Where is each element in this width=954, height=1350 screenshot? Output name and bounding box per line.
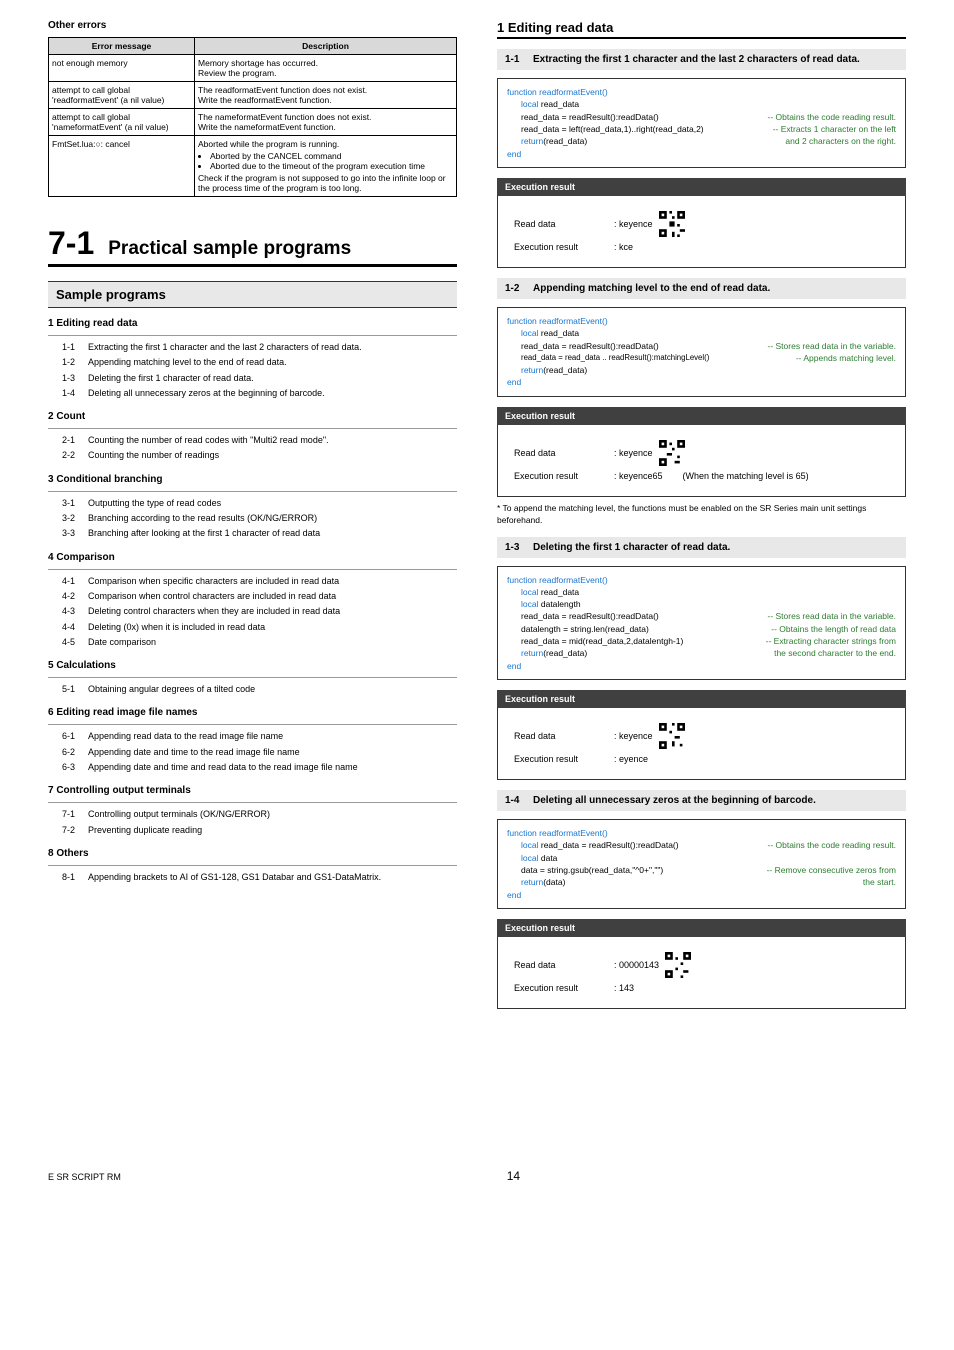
- sample-programs-heading: Sample programs: [48, 281, 457, 308]
- page-number: 14: [507, 1169, 520, 1183]
- toc-item: 2-2Counting the number of readings: [62, 448, 457, 463]
- toc-category: 1 Editing read data: [48, 318, 457, 329]
- toc-item: 3-2Branching according to the read resul…: [62, 511, 457, 526]
- toc-item: 6-3Appending date and time and read data…: [62, 760, 457, 775]
- toc-item: 8-1Appending brackets to AI of GS1-128, …: [62, 870, 457, 885]
- sub-1-4: 1-4Deleting all unnecessary zeros at the…: [497, 790, 906, 811]
- toc-item: 1-4Deleting all unnecessary zeros at the…: [62, 386, 457, 401]
- exec-hdr-1-1: Execution result: [497, 178, 906, 196]
- error-table: Error message Description not enough mem…: [48, 37, 457, 197]
- code-1-1: function readformatEvent() local read_da…: [497, 78, 906, 168]
- page-footer: E SR SCRIPT RM 14: [48, 1169, 906, 1183]
- toc-category: 6 Editing read image file names: [48, 707, 457, 718]
- toc-item: 4-2Comparison when control characters ar…: [62, 589, 457, 604]
- qr-icon: [659, 723, 685, 749]
- qr-icon: [659, 440, 685, 466]
- toc-item: 4-3Deleting control characters when they…: [62, 604, 457, 619]
- chapter-title: Practical sample programs: [108, 238, 351, 260]
- toc-item: 4-4Deleting (0x) when it is included in …: [62, 620, 457, 635]
- table-row: FmtSet.lua:○: cancel: [49, 136, 195, 197]
- toc-item: 7-2Preventing duplicate reading: [62, 823, 457, 838]
- toc-item: 5-1Obtaining angular degrees of a tilted…: [62, 682, 457, 697]
- exec-hdr-1-3: Execution result: [497, 690, 906, 708]
- table-row: attempt to call global 'nameformatEvent'…: [49, 109, 195, 136]
- exec-body-1-1: Read data: keyence Execution result: kce: [497, 196, 906, 268]
- chapter-num: 7-1: [48, 225, 94, 262]
- sub-1-1: 1-1Extracting the first 1 character and …: [497, 49, 906, 70]
- note-1-2: * To append the matching level, the func…: [497, 503, 906, 527]
- toc-item: 3-1Outputting the type of read codes: [62, 496, 457, 511]
- th-msg: Error message: [49, 38, 195, 55]
- chapter-heading: 7-1 Practical sample programs: [48, 225, 457, 267]
- code-1-3: function readformatEvent() local read_da…: [497, 566, 906, 681]
- th-desc: Description: [195, 38, 457, 55]
- toc-category: 4 Comparison: [48, 552, 457, 563]
- code-1-4: function readformatEvent() local read_da…: [497, 819, 906, 909]
- exec-hdr-1-2: Execution result: [497, 407, 906, 425]
- toc-item: 1-1Extracting the first 1 character and …: [62, 340, 457, 355]
- exec-body-1-4: Read data: 00000143 Execution result: 14…: [497, 937, 906, 1009]
- code-1-2: function readformatEvent() local read_da…: [497, 307, 906, 397]
- section-title: 1 Editing read data: [497, 20, 906, 39]
- toc-item: 1-2Appending matching level to the end o…: [62, 355, 457, 370]
- footer-left: E SR SCRIPT RM: [48, 1172, 121, 1182]
- toc-item: 4-1Comparison when specific characters a…: [62, 574, 457, 589]
- qr-icon: [659, 211, 685, 237]
- toc-category: 5 Calculations: [48, 660, 457, 671]
- toc-category: 2 Count: [48, 411, 457, 422]
- toc-item: 1-3Deleting the first 1 character of rea…: [62, 371, 457, 386]
- table-row: attempt to call global 'readformatEvent'…: [49, 82, 195, 109]
- exec-hdr-1-4: Execution result: [497, 919, 906, 937]
- sub-1-2: 1-2Appending matching level to the end o…: [497, 278, 906, 299]
- toc-item: 6-2Appending date and time to the read i…: [62, 745, 457, 760]
- table-row: not enough memory: [49, 55, 195, 82]
- other-errors-heading: Other errors: [48, 20, 457, 31]
- toc-item: 4-5Date comparison: [62, 635, 457, 650]
- toc-category: 7 Controlling output terminals: [48, 785, 457, 796]
- sub-1-3: 1-3Deleting the first 1 character of rea…: [497, 537, 906, 558]
- exec-body-1-3: Read data: keyence Execution result: eye…: [497, 708, 906, 780]
- qr-icon: [665, 952, 691, 978]
- toc-item: 7-1Controlling output terminals (OK/NG/E…: [62, 807, 457, 822]
- toc-category: 8 Others: [48, 848, 457, 859]
- toc-item: 3-3Branching after looking at the first …: [62, 526, 457, 541]
- toc-item: 2-1Counting the number of read codes wit…: [62, 433, 457, 448]
- exec-body-1-2: Read data: keyence Execution result: key…: [497, 425, 906, 497]
- toc-item: 6-1Appending read data to the read image…: [62, 729, 457, 744]
- toc-category: 3 Conditional branching: [48, 474, 457, 485]
